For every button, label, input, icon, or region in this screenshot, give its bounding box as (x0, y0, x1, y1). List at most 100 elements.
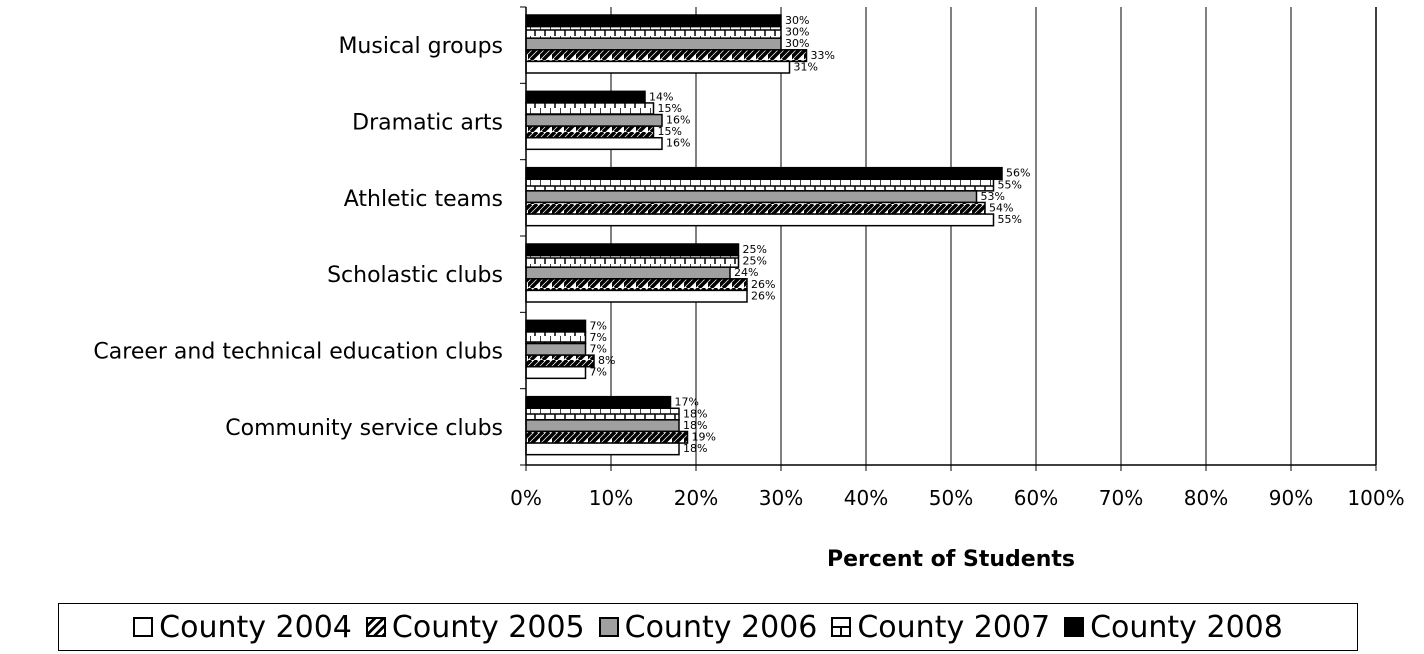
legend-label: County 2005 (391, 609, 585, 645)
bars (525, 14, 1003, 456)
data-label: 55% (998, 213, 1022, 226)
data-label: 16% (666, 137, 690, 150)
data-label: 30% (785, 14, 809, 27)
bar (525, 125, 655, 139)
legend-label: County 2004 (159, 609, 352, 645)
bar (525, 342, 587, 356)
bar (525, 37, 782, 51)
data-label: 7% (590, 366, 607, 379)
bar (525, 319, 587, 333)
axes (520, 6, 1377, 471)
legend-swatch (1064, 617, 1085, 637)
data-label: 55% (998, 178, 1022, 191)
x-tick-label: 80% (1184, 486, 1228, 510)
bar (525, 442, 680, 456)
legend-item: County 2004 (133, 610, 352, 645)
data-label: 30% (785, 37, 809, 50)
category-label: Community service clubs (225, 416, 503, 441)
bar (525, 201, 986, 215)
x-tick-label: 10% (589, 486, 633, 510)
data-label: 7% (590, 343, 607, 356)
category-label: Athletic teams (344, 187, 503, 212)
data-label: 53% (981, 190, 1005, 203)
data-label: 25% (743, 255, 767, 268)
bar (525, 289, 748, 303)
bar (525, 243, 740, 257)
bar (525, 278, 748, 292)
data-label: 16% (666, 114, 690, 127)
data-label: 15% (658, 125, 682, 138)
bar-chart: Musical groups Dramatic arts Athletic team… (93, 6, 1405, 572)
category-label: Musical groups (338, 34, 503, 59)
x-tick-label: 90% (1269, 486, 1313, 510)
legend-item: County 2007 (831, 610, 1050, 645)
legend-label: County 2006 (624, 609, 818, 645)
data-labels: 30%30%30%33%31%14%15%16%15%16%56%55%53%5… (590, 14, 1031, 455)
bar (525, 166, 1003, 181)
bar (525, 49, 808, 63)
bar (525, 407, 680, 421)
legend-swatch (831, 617, 852, 637)
data-label: 31% (794, 60, 818, 73)
bar (525, 395, 672, 410)
data-label: 17% (675, 396, 699, 409)
data-label: 26% (751, 278, 775, 291)
data-label: 18% (683, 407, 707, 420)
legend: County 2004 County 2005 County 2006 County … (58, 603, 1358, 651)
category-labels: Musical groups Dramatic arts Athletic team… (93, 34, 503, 441)
legend-item: County 2008 (1064, 610, 1283, 645)
data-label: 24% (734, 266, 758, 279)
category-label: Scholastic clubs (327, 263, 503, 288)
x-tick-label: 60% (1014, 486, 1058, 510)
x-tick-label: 70% (1099, 486, 1143, 510)
data-label: 15% (658, 102, 682, 115)
legend-label: County 2007 (857, 609, 1051, 645)
data-label: 14% (649, 90, 673, 103)
bar (525, 25, 782, 39)
legend-item: County 2005 (365, 609, 585, 645)
legend-item: County 2006 (598, 609, 818, 645)
data-label: 18% (683, 419, 707, 432)
data-label: 7% (590, 331, 607, 344)
bar (525, 430, 689, 444)
data-label: 26% (751, 289, 775, 302)
x-axis-title: Percent of Students (827, 547, 1075, 572)
data-label: 8% (598, 354, 615, 367)
bar (525, 178, 995, 192)
data-label: 19% (692, 430, 716, 443)
bar (525, 354, 595, 368)
category-label: Dramatic arts (352, 111, 503, 136)
x-tick-label: 100% (1347, 486, 1404, 510)
data-label: 33% (811, 49, 835, 62)
legend-swatch (598, 617, 619, 637)
x-tick-labels: 0% 10% 20% 30% 40% 50% 60% 70% 80% 90% 100% (510, 486, 1404, 510)
x-tick-label: 50% (929, 486, 973, 510)
bar (525, 136, 663, 151)
x-tick-label: 0% (510, 486, 542, 510)
bar (525, 365, 587, 380)
bar (525, 213, 995, 227)
bar (525, 331, 587, 345)
bar (525, 266, 731, 280)
legend-swatch (133, 617, 154, 637)
data-label: 7% (590, 319, 607, 332)
bar (525, 14, 782, 28)
data-label: 54% (989, 201, 1013, 214)
legend-swatch (365, 617, 386, 637)
legend-label: County 2008 (1090, 609, 1283, 645)
gridlines (610, 7, 1377, 465)
bar (525, 102, 655, 116)
bar (525, 419, 680, 433)
x-tick-label: 40% (844, 486, 888, 510)
bar (525, 60, 791, 74)
category-label: Career and technical education clubs (93, 340, 503, 365)
x-tick-label: 30% (759, 486, 803, 510)
data-label: 30% (785, 26, 809, 39)
bar (525, 113, 663, 127)
bar (525, 254, 740, 268)
bar (525, 90, 646, 104)
data-label: 56% (1006, 167, 1030, 180)
bar (525, 190, 978, 204)
data-label: 25% (743, 243, 767, 256)
x-tick-label: 20% (674, 486, 718, 510)
